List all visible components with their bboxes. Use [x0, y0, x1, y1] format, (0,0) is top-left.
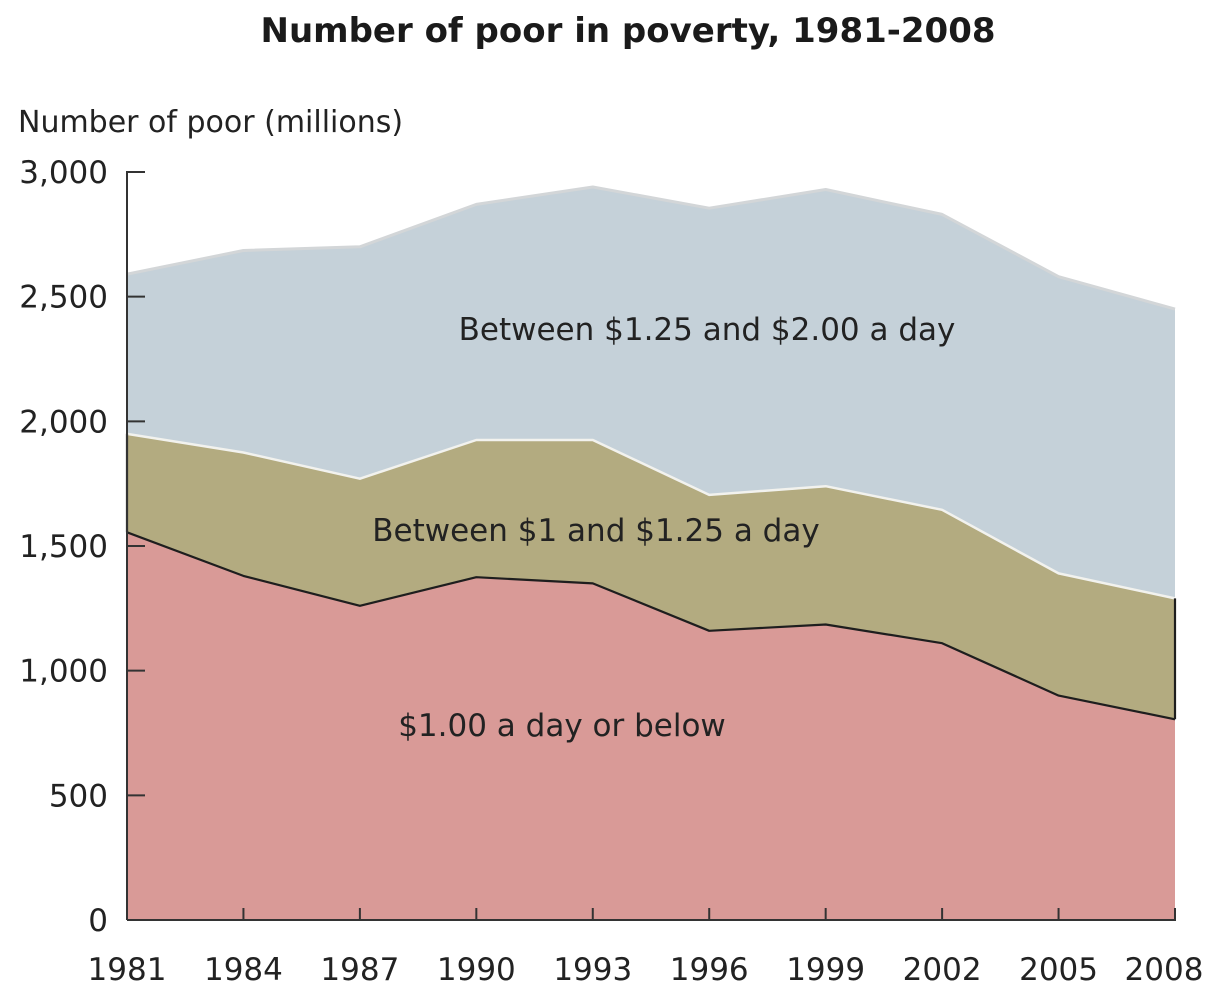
y-tick-label: 2,500 [19, 280, 108, 316]
x-tick-label: 1993 [553, 952, 632, 985]
y-tick-label: 3,000 [19, 155, 108, 191]
y-tick-label: 0 [88, 903, 108, 939]
area-b125to2 [127, 187, 1175, 599]
x-tick-label: 1999 [786, 952, 865, 985]
area-label-125-to-200: Between $1.25 and $2.00 a day [459, 312, 956, 348]
area-label-100-or-below: $1.00 a day or below [398, 708, 726, 744]
x-tick-label: 2008 [1125, 952, 1204, 985]
stacked-areas [127, 187, 1175, 920]
x-tick-label: 1984 [204, 952, 283, 985]
boundary-line-125 [126, 432, 1176, 600]
y-axis-title: Number of poor (millions) [18, 105, 403, 140]
boundary-line-100 [126, 531, 1176, 721]
y-tick-label: 1,000 [19, 654, 108, 690]
area-boundary-lines [125, 185, 1177, 721]
y-tick-label: 2,000 [19, 404, 108, 440]
x-tick-label: 2002 [903, 952, 982, 985]
area-le1 [127, 532, 1175, 920]
y-tick-label: 500 [49, 778, 108, 814]
x-tick-label: 1996 [670, 952, 749, 985]
y-axis-ticks: 0 500 1,000 1,500 2,000 2,500 3,000 [19, 155, 145, 939]
chart-title: Number of poor in poverty, 1981-2008 [260, 11, 995, 51]
x-tick-label: 1987 [320, 952, 399, 985]
area-label-100-to-125: Between $1 and $1.25 a day [372, 513, 819, 549]
y-tick-label: 1,500 [19, 529, 108, 565]
x-tick-label: 2005 [1019, 952, 1098, 985]
x-axis-ticks: 1981 1984 1987 1990 1993 1996 1999 2002 2005 2008 [88, 908, 1204, 985]
x-tick-label: 1990 [437, 952, 516, 985]
boundary-line-200 [126, 185, 1176, 311]
x-tick-label: 1981 [88, 952, 167, 985]
